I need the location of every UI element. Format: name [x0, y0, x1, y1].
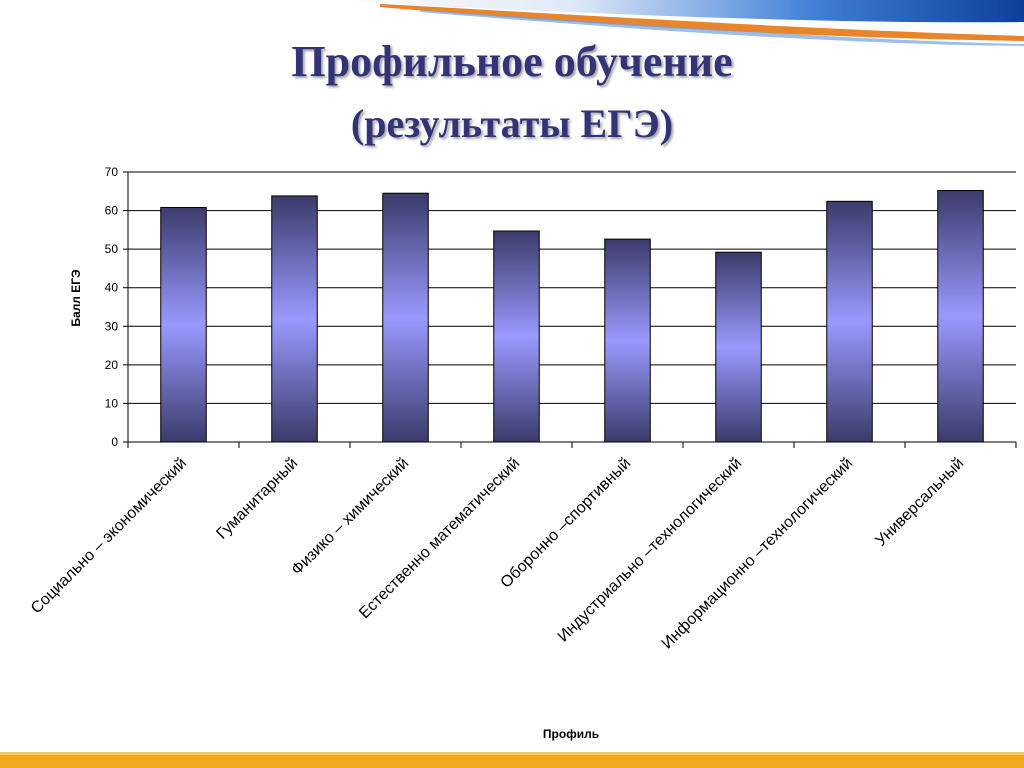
- x-category-label: Информационно –технологический: [659, 455, 857, 653]
- axes: [127, 172, 1017, 448]
- header-decoration: [330, 0, 1024, 46]
- x-category-label: Гуманитарный: [213, 455, 301, 543]
- x-category-label: Социально – экономический: [28, 455, 190, 617]
- bar: [937, 190, 984, 443]
- y-tick-label: 30: [105, 319, 119, 333]
- slide-subtitle: (результаты ЕГЭ): [350, 101, 674, 146]
- x-category-label: Физико – химический: [288, 455, 412, 579]
- y-tick-label: 20: [105, 358, 119, 372]
- gridlines: [123, 171, 1016, 443]
- bar: [604, 238, 651, 443]
- bar: [826, 200, 873, 443]
- x-category-labels: Социально – экономический ГуманитарныйФиз…: [28, 455, 967, 653]
- y-tick-labels: 0 10 20 30 40 50 60 70: [105, 165, 119, 449]
- x-category-label: Оборонно –спортивный: [498, 455, 635, 592]
- y-axis-title: Балл ЕГЭ: [69, 269, 83, 327]
- bar-chart: 0 10 20 30 40 50 60 70 Социально – экономически…: [28, 165, 1017, 741]
- y-tick-label: 60: [105, 204, 119, 218]
- x-category-label: Индустриально –технологический: [555, 455, 746, 646]
- bar: [715, 251, 762, 443]
- y-tick-label: 10: [105, 396, 119, 410]
- x-axis-title: Профиль: [543, 727, 599, 741]
- y-tick-label: 70: [105, 165, 119, 179]
- bar: [382, 192, 429, 443]
- bars: [160, 190, 984, 443]
- slide-title: Профильное обучение: [291, 37, 733, 86]
- bar: [271, 195, 318, 443]
- x-category-label: Универсальный: [872, 455, 967, 550]
- y-tick-label: 0: [111, 435, 118, 449]
- footer-decoration: [0, 752, 1024, 768]
- y-tick-label: 40: [105, 281, 119, 295]
- bar: [493, 230, 540, 443]
- bar: [160, 206, 207, 443]
- y-tick-label: 50: [105, 242, 119, 256]
